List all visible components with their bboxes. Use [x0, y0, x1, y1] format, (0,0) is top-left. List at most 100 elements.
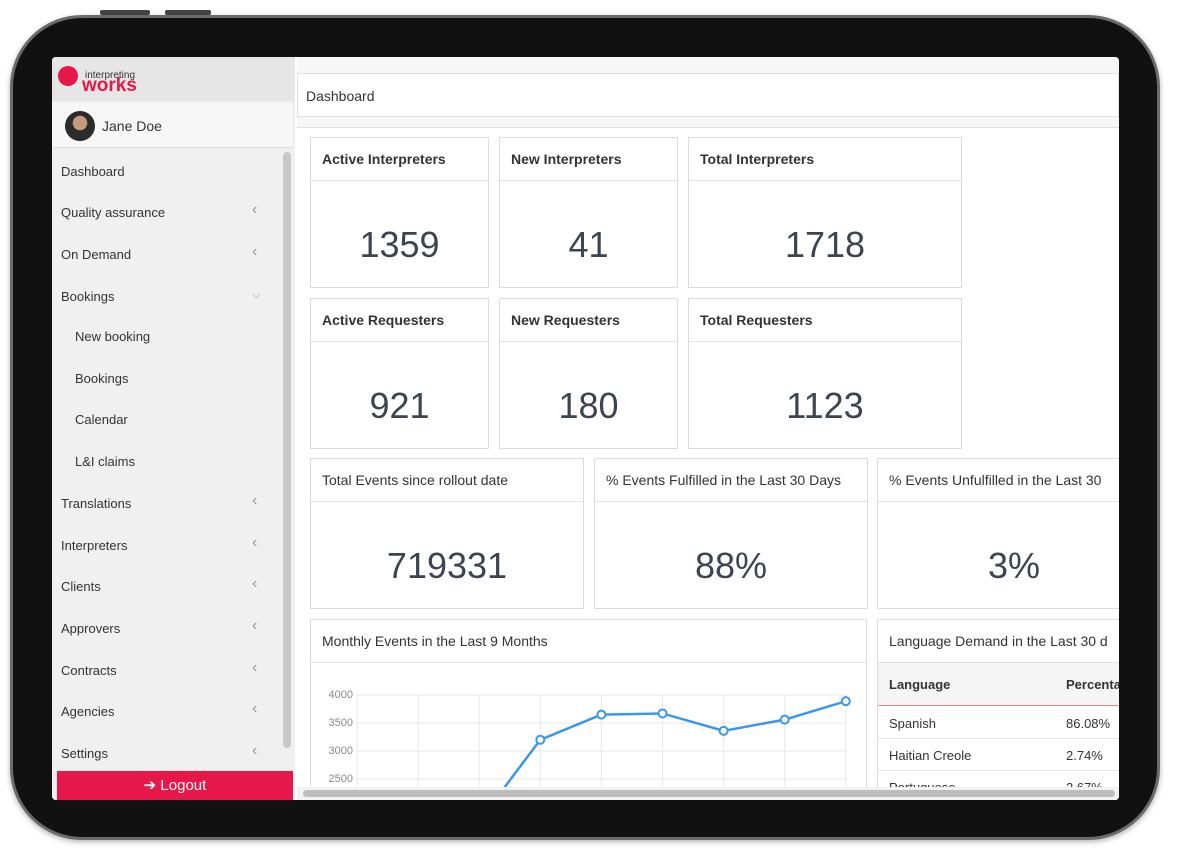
menu-item[interactable]: Bookings	[52, 358, 280, 398]
line-chart: 2500 3000 3500 4000	[310, 662, 867, 800]
menu-item[interactable]: On Demand ‹	[52, 234, 280, 274]
menu-chevron: ‹	[252, 700, 258, 717]
stat-card: Active Requesters 921	[310, 298, 489, 449]
menu-item[interactable]: Approvers ‹	[52, 608, 280, 648]
column-header: Language	[889, 677, 951, 692]
menu-label: Approvers	[61, 621, 121, 636]
menu-chevron: ‹	[252, 534, 258, 551]
card-title: % Events Unfulfilled in the Last 30	[878, 459, 1119, 502]
logo-icon	[58, 66, 78, 86]
menu-label: New booking	[75, 329, 151, 344]
menu-item[interactable]: Contracts ‹	[52, 650, 280, 690]
menu-chevron: ‹	[252, 201, 258, 218]
card-title: % Events Fulfilled in the Last 30 Days	[595, 459, 867, 502]
menu-label: Translations	[61, 496, 132, 511]
menu-chevron: ‹	[252, 243, 258, 260]
logout-button[interactable]: ➔ Logout	[57, 771, 293, 800]
table-cell: Spanish	[889, 716, 936, 731]
menu-item[interactable]: Bookings ⌵	[52, 276, 280, 316]
point	[781, 716, 789, 724]
menu-label: Settings	[61, 746, 108, 761]
point	[842, 697, 850, 705]
menu-item[interactable]: Translations ‹	[52, 483, 280, 523]
menu-item[interactable]: L&I claims	[52, 441, 280, 481]
user-name: Jane Doe	[102, 118, 162, 134]
stat-card: Total Interpreters 1718	[688, 137, 962, 288]
menu-item[interactable]: Quality assurance ‹	[52, 192, 280, 232]
logout-label: Logout	[160, 777, 207, 794]
logo-large: works	[82, 75, 137, 96]
menu-label: Quality assurance	[61, 205, 166, 220]
point	[597, 711, 605, 719]
card-title: Total Events since rollout date	[311, 459, 583, 502]
table-card: Language Demand in the Last 30 d Languag…	[877, 619, 1119, 800]
card-value: 719331	[386, 545, 508, 586]
column-header: Percenta	[1066, 677, 1119, 692]
card-value: 3%	[987, 545, 1041, 586]
menu-item[interactable]: Dashboard	[52, 151, 280, 191]
avatar	[65, 111, 95, 141]
stat-card: Active Interpreters 1359	[310, 137, 489, 288]
menu-chevron: ‹	[252, 575, 258, 592]
header: Dashboard	[297, 73, 1119, 117]
menu-label: Agencies	[61, 704, 115, 719]
menu-label: L&I claims	[75, 454, 135, 469]
stat-card: % Events Fulfilled in the Last 30 Days 88…	[594, 458, 868, 609]
stat-card: New Requesters 180	[499, 298, 678, 449]
device-button	[165, 10, 211, 15]
y-tick-label: 2500	[329, 773, 353, 785]
scrollbar[interactable]	[283, 152, 291, 748]
menu-label: Clients	[61, 579, 101, 594]
card-value: 88%	[694, 545, 768, 586]
point	[659, 709, 667, 717]
y-tick-label: 4000	[329, 689, 353, 701]
menu-label: Dashboard	[61, 164, 125, 179]
chart-title: Monthly Events in the Last 9 Months	[311, 620, 866, 663]
card-value: 1718	[784, 224, 866, 265]
y-tick-label: 3000	[329, 745, 353, 757]
stat-card: % Events Unfulfilled in the Last 30 3%	[877, 458, 1119, 609]
menu-item[interactable]: Clients ‹	[52, 566, 280, 606]
menu-label: Interpreters	[61, 538, 128, 553]
menu-item[interactable]: Settings ‹	[52, 733, 280, 773]
stat-card: Total Events since rollout date 719331	[310, 458, 584, 609]
card-value: 41	[568, 224, 609, 265]
menu-item[interactable]: Interpreters ‹	[52, 525, 280, 565]
point	[536, 736, 544, 744]
y-tick-label: 3500	[329, 717, 353, 729]
card-value: 1359	[359, 224, 440, 265]
card-title: Active Interpreters	[311, 138, 488, 181]
menu-label: On Demand	[61, 247, 132, 262]
menu-chevron: ‹	[252, 742, 258, 759]
card-value: 180	[558, 385, 619, 426]
card-title: New Interpreters	[500, 138, 677, 181]
logo-small: interpreting	[85, 70, 136, 81]
card-value: 1123	[786, 385, 864, 426]
card-title: Active Requesters	[311, 299, 488, 342]
card-title: New Requesters	[500, 299, 677, 342]
menu-item[interactable]: New booking	[52, 316, 280, 356]
menu-label: Contracts	[61, 663, 117, 678]
menu-chevron: ‹	[252, 617, 258, 634]
user-row[interactable]: Jane Doe	[52, 103, 293, 148]
table-title: Language Demand in the Last 30 d	[878, 620, 1119, 663]
table-header: Language Percenta	[878, 663, 1119, 706]
menu-chevron: ‹	[252, 492, 258, 509]
table-cell: 2.74%	[1066, 748, 1103, 763]
table-row: Spanish 86.08%	[878, 707, 1119, 739]
point	[720, 727, 728, 735]
stat-card: New Interpreters 41	[499, 137, 678, 288]
menu-label: Calendar	[75, 412, 128, 427]
h-scrollbar[interactable]	[303, 790, 1115, 797]
card-title: Total Interpreters	[689, 138, 961, 181]
table-row: Haitian Creole 2.74%	[878, 739, 1119, 771]
sidebar	[52, 57, 295, 800]
menu-item[interactable]: Calendar	[52, 399, 280, 439]
logo-area: interpreting works	[52, 57, 295, 101]
screen: interpreting works Jane Doe ➔ Logout Das…	[52, 57, 1119, 800]
header-title: Dashboard	[306, 88, 375, 104]
menu-chevron: ⌵	[252, 289, 261, 301]
app: interpreting works Jane Doe ➔ Logout Das…	[52, 57, 1119, 800]
menu-item[interactable]: Agencies ‹	[52, 691, 280, 731]
